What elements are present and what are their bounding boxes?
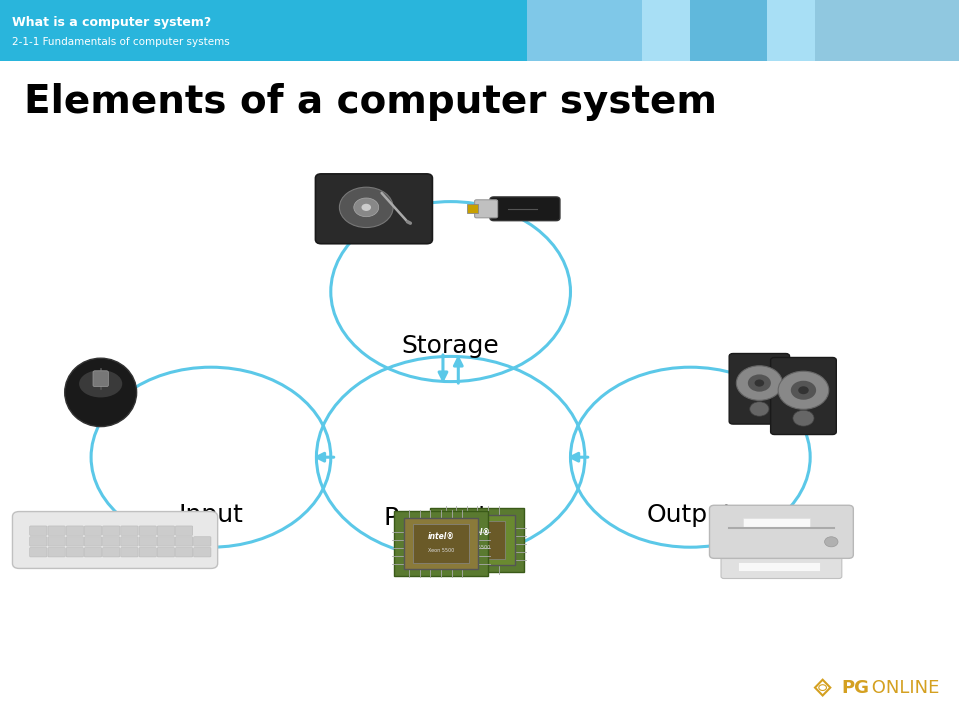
FancyBboxPatch shape [815, 0, 959, 61]
FancyBboxPatch shape [139, 537, 156, 546]
Circle shape [736, 366, 782, 400]
FancyBboxPatch shape [93, 371, 108, 387]
Text: Input: Input [179, 503, 244, 527]
FancyBboxPatch shape [467, 204, 478, 213]
FancyBboxPatch shape [743, 518, 810, 528]
FancyBboxPatch shape [176, 526, 193, 536]
FancyBboxPatch shape [474, 200, 497, 218]
FancyBboxPatch shape [30, 537, 47, 546]
Text: intel®: intel® [427, 532, 454, 541]
Circle shape [755, 379, 764, 387]
FancyBboxPatch shape [394, 511, 488, 576]
FancyBboxPatch shape [139, 547, 156, 557]
FancyBboxPatch shape [771, 358, 836, 435]
Text: What is a computer system?: What is a computer system? [12, 16, 211, 29]
FancyBboxPatch shape [527, 0, 642, 61]
FancyBboxPatch shape [12, 512, 218, 569]
FancyBboxPatch shape [490, 197, 560, 221]
FancyBboxPatch shape [0, 0, 527, 61]
Text: 2-1-1 Fundamentals of computer systems: 2-1-1 Fundamentals of computer systems [12, 37, 229, 48]
FancyBboxPatch shape [121, 526, 138, 536]
Text: PG: PG [842, 678, 870, 697]
FancyBboxPatch shape [316, 174, 432, 244]
FancyBboxPatch shape [103, 537, 120, 546]
FancyBboxPatch shape [84, 526, 102, 536]
FancyBboxPatch shape [157, 537, 175, 546]
Circle shape [793, 410, 814, 426]
FancyBboxPatch shape [139, 526, 156, 536]
Text: Elements of a computer system: Elements of a computer system [24, 83, 717, 121]
FancyBboxPatch shape [176, 547, 193, 557]
Circle shape [362, 204, 372, 211]
Circle shape [340, 187, 393, 228]
FancyBboxPatch shape [66, 537, 84, 546]
Ellipse shape [64, 359, 136, 426]
Circle shape [354, 198, 379, 217]
FancyBboxPatch shape [709, 505, 853, 559]
Ellipse shape [79, 370, 122, 397]
FancyBboxPatch shape [66, 547, 84, 557]
FancyBboxPatch shape [413, 524, 468, 563]
FancyBboxPatch shape [176, 537, 193, 546]
FancyBboxPatch shape [730, 354, 789, 424]
FancyBboxPatch shape [194, 537, 211, 546]
FancyBboxPatch shape [84, 547, 102, 557]
FancyBboxPatch shape [48, 526, 65, 536]
FancyBboxPatch shape [84, 537, 102, 546]
FancyBboxPatch shape [721, 553, 842, 579]
Text: Processing: Processing [384, 506, 517, 531]
FancyBboxPatch shape [449, 521, 505, 559]
FancyBboxPatch shape [48, 547, 65, 557]
Text: Xeon 5500: Xeon 5500 [428, 549, 454, 553]
Text: Output: Output [647, 503, 733, 527]
FancyBboxPatch shape [430, 508, 524, 572]
FancyBboxPatch shape [403, 518, 478, 569]
FancyBboxPatch shape [157, 547, 175, 557]
Text: Xeon 5500: Xeon 5500 [465, 545, 491, 549]
Circle shape [779, 372, 828, 409]
Circle shape [748, 374, 771, 392]
FancyBboxPatch shape [103, 547, 120, 557]
Circle shape [791, 381, 816, 400]
Circle shape [798, 387, 808, 395]
Circle shape [750, 402, 769, 416]
Text: intel®: intel® [464, 528, 491, 537]
FancyBboxPatch shape [690, 0, 767, 61]
FancyBboxPatch shape [30, 547, 47, 557]
FancyBboxPatch shape [194, 547, 211, 557]
Circle shape [825, 537, 838, 547]
FancyBboxPatch shape [48, 537, 65, 546]
FancyBboxPatch shape [30, 526, 47, 536]
FancyBboxPatch shape [66, 526, 84, 536]
FancyBboxPatch shape [402, 0, 959, 61]
FancyBboxPatch shape [440, 515, 515, 565]
FancyBboxPatch shape [103, 526, 120, 536]
Text: Storage: Storage [401, 333, 499, 358]
FancyBboxPatch shape [121, 537, 138, 546]
Text: ONLINE: ONLINE [866, 678, 939, 697]
FancyBboxPatch shape [157, 526, 175, 536]
FancyBboxPatch shape [121, 547, 138, 557]
FancyBboxPatch shape [738, 562, 820, 570]
